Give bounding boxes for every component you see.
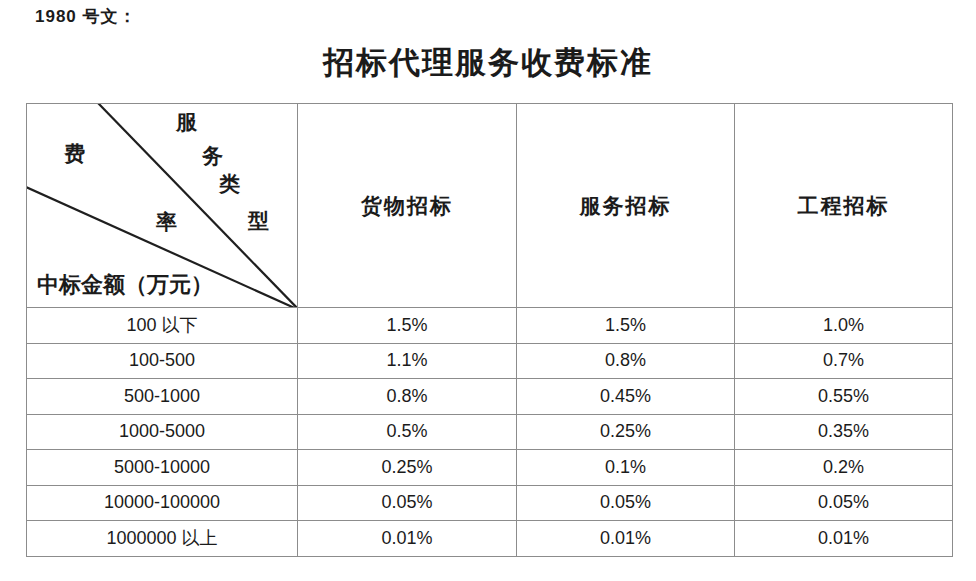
rate-cell: 0.55% [735,379,953,415]
table-row: 1000000 以上 0.01% 0.01% 0.01% [27,521,953,557]
rate-cell: 1.5% [298,308,517,344]
corner-fee-char: 费 [64,144,85,165]
amount-range-cell: 10000-100000 [27,485,298,521]
rate-cell: 0.45% [517,379,735,415]
rate-cell: 0.2% [735,450,953,486]
rate-cell: 1.1% [298,343,517,379]
corner-service-type-char: 类 [219,174,240,195]
amount-range-cell: 1000000 以上 [27,521,298,557]
rate-cell: 0.5% [298,414,517,450]
column-header-works: 工程招标 [735,104,953,308]
rate-cell: 0.01% [298,521,517,557]
document-ref-label: 1980 号文： [35,5,137,28]
rate-cell: 0.25% [298,450,517,486]
amount-range-cell: 1000-5000 [27,414,298,450]
column-header-goods: 货物招标 [298,104,517,308]
table-row: 500-1000 0.8% 0.45% 0.55% [27,379,953,415]
corner-rate-char: 率 [156,212,177,233]
table-row: 10000-100000 0.05% 0.05% 0.05% [27,485,953,521]
header-row: 服 费 务 类 率 型 中标金额（万元） 货物招标 服务招标 工程招标 [27,104,953,308]
amount-range-cell: 500-1000 [27,379,298,415]
corner-service-type-char: 务 [202,146,223,167]
rate-cell: 0.05% [735,485,953,521]
rate-cell: 1.5% [517,308,735,344]
corner-amount-axis-label: 中标金额（万元） [37,273,213,297]
rate-cell: 0.1% [517,450,735,486]
rate-cell: 0.25% [517,414,735,450]
rate-cell: 0.01% [517,521,735,557]
amount-range-cell: 100-500 [27,343,298,379]
rate-cell: 0.01% [735,521,953,557]
rate-cell: 0.05% [517,485,735,521]
page-title: 招标代理服务收费标准 [0,42,976,84]
corner-service-type-char: 型 [248,211,269,232]
corner-service-type-char: 服 [176,112,197,133]
amount-range-cell: 5000-10000 [27,450,298,486]
table-row: 100-500 1.1% 0.8% 0.7% [27,343,953,379]
rate-cell: 0.8% [298,379,517,415]
table-row: 100 以下 1.5% 1.5% 1.0% [27,308,953,344]
rate-cell: 1.0% [735,308,953,344]
fee-standard-table: 服 费 务 类 率 型 中标金额（万元） 货物招标 服务招标 工程招标 100 … [26,103,953,557]
diagonal-corner-cell: 服 费 务 类 率 型 中标金额（万元） [27,104,298,308]
rate-cell: 0.05% [298,485,517,521]
column-header-service: 服务招标 [517,104,735,308]
rate-cell: 0.7% [735,343,953,379]
document-page: 1980 号文： 招标代理服务收费标准 服 费 务 类 率 [0,0,976,581]
rate-cell: 0.8% [517,343,735,379]
table-row: 1000-5000 0.5% 0.25% 0.35% [27,414,953,450]
amount-range-cell: 100 以下 [27,308,298,344]
rate-cell: 0.35% [735,414,953,450]
table-row: 5000-10000 0.25% 0.1% 0.2% [27,450,953,486]
